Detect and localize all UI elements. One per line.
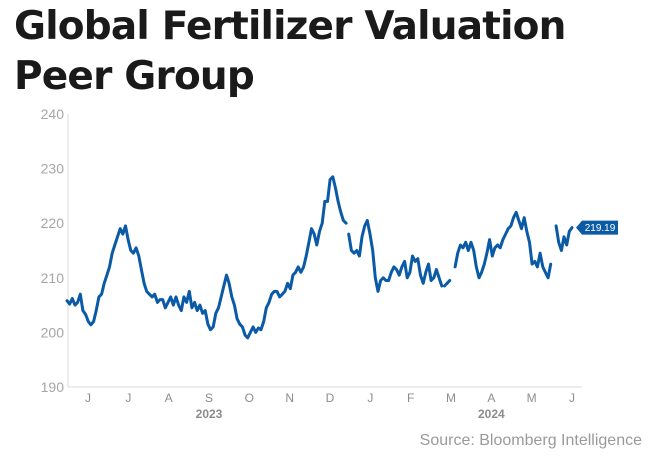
- year-label: 2023: [196, 407, 223, 421]
- x-tick-label: A: [487, 391, 495, 405]
- last-value-tag: [576, 220, 618, 235]
- series-line: [453, 210, 553, 280]
- y-tick-label: 200: [41, 324, 65, 340]
- series-line: [442, 279, 452, 288]
- x-tick-label: D: [326, 391, 335, 405]
- x-tick-label: J: [85, 391, 91, 405]
- series-line: [65, 175, 348, 340]
- plot-area: [65, 175, 574, 340]
- y-tick-label: 210: [41, 270, 65, 286]
- x-tick-label: N: [285, 391, 294, 405]
- x-tick-label: M: [446, 391, 456, 405]
- series-line: [554, 224, 574, 252]
- y-tick-label: 230: [41, 161, 65, 177]
- year-label: 2024: [478, 407, 505, 421]
- x-tick-label: J: [125, 391, 131, 405]
- x-tick-label: A: [165, 391, 173, 405]
- x-tick-label: S: [205, 391, 213, 405]
- x-tick-label: O: [245, 391, 254, 405]
- y-tick-label: 220: [41, 215, 65, 231]
- y-tick-label: 190: [41, 379, 65, 395]
- chart-axes: [67, 114, 582, 388]
- last-value-label: 219.19: [585, 223, 616, 234]
- x-tick-label: M: [527, 391, 537, 405]
- x-tick-label: F: [407, 391, 414, 405]
- series-line: [347, 219, 444, 293]
- x-tick-label: J: [367, 391, 373, 405]
- source-note: Source: Bloomberg Intelligence: [419, 432, 642, 449]
- y-tick-label: 240: [41, 106, 65, 122]
- axis-labels: 190 200 210 220 230 240 J J A S O N D J F M A M J 2023 2024 2…: [41, 106, 618, 421]
- chart-title: Global Fertilizer Valuation Peer Group: [14, 4, 566, 99]
- x-tick-label: J: [569, 391, 575, 405]
